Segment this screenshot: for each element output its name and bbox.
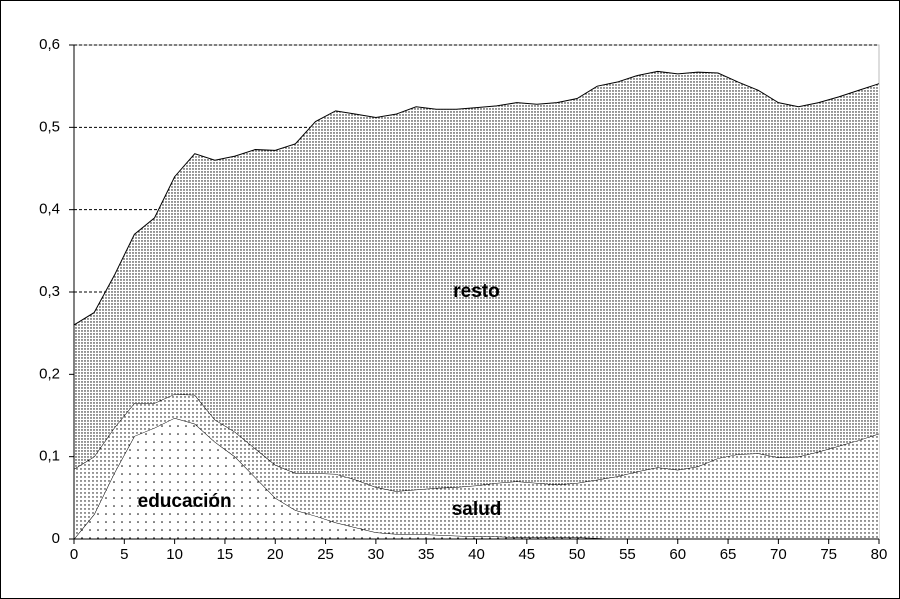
y-tick-label: 0,5 <box>39 118 60 135</box>
x-tick-label: 55 <box>619 546 636 563</box>
area <box>74 394 879 539</box>
x-tick-label: 65 <box>720 546 737 563</box>
x-tick-label: 80 <box>871 546 888 563</box>
area <box>74 71 879 492</box>
series-label: salud <box>452 499 502 520</box>
series-label: educación <box>138 491 232 512</box>
series-label: resto <box>453 281 499 302</box>
x-tick-label: 70 <box>770 546 787 563</box>
x-tick-label: 0 <box>70 546 78 563</box>
y-tick-label: 0 <box>52 530 60 547</box>
x-tick-label: 35 <box>418 546 435 563</box>
x-tick-label: 25 <box>317 546 334 563</box>
y-tick-label: 0,3 <box>39 283 60 300</box>
area <box>74 417 879 539</box>
x-tick-label: 15 <box>217 546 234 563</box>
x-tick-label: 5 <box>120 546 128 563</box>
x-tick-label: 60 <box>669 546 686 563</box>
x-tick-label: 75 <box>820 546 837 563</box>
x-tick-label: 40 <box>468 546 485 563</box>
x-tick-label: 20 <box>267 546 284 563</box>
y-tick-label: 0,1 <box>39 448 60 465</box>
y-tick-label: 0,2 <box>39 365 60 382</box>
x-tick-label: 45 <box>518 546 535 563</box>
y-tick-label: 0,4 <box>39 201 60 218</box>
x-tick-label: 50 <box>569 546 586 563</box>
x-tick-label: 30 <box>368 546 385 563</box>
y-tick-label: 0,6 <box>39 36 60 53</box>
area-edge <box>73 70 880 326</box>
x-tick-label: 10 <box>166 546 183 563</box>
